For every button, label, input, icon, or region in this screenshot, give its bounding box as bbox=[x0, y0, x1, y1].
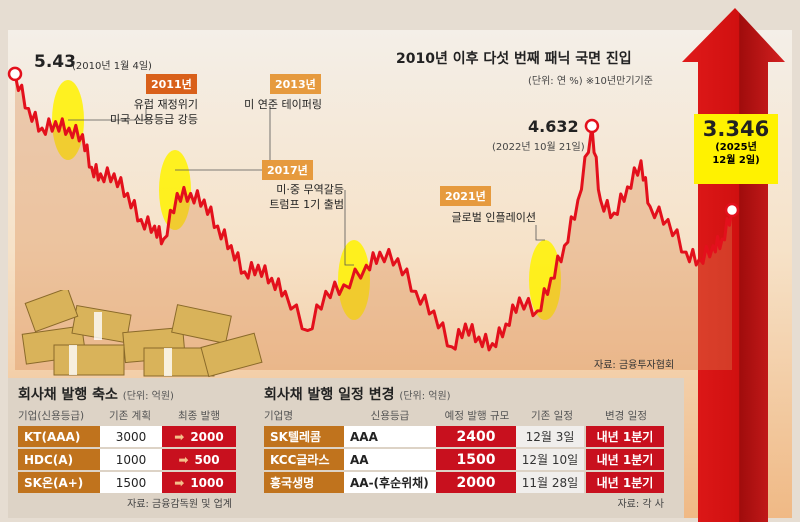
final-value: 1000 bbox=[190, 475, 224, 490]
company-cell: SK텔레콤 bbox=[264, 426, 344, 447]
table2-row: 흥국생명 AA-(후순위채) 2000 11월 28일 내년 1분기 bbox=[264, 472, 678, 493]
yield-line-chart bbox=[7, 66, 740, 371]
table2-unit: (단위: 억원) bbox=[399, 391, 451, 402]
table2-title: 회사채 발행 일정 변경 (단위: 억원) bbox=[264, 384, 678, 404]
arrow-right-icon: ➡ bbox=[174, 429, 185, 444]
chart-source: 자료: 금융투자협회 bbox=[594, 360, 675, 371]
company-cell: HDC(A) bbox=[18, 449, 100, 470]
event-2013-line1: 미 연준 테이퍼링 bbox=[244, 98, 322, 111]
original-date-cell: 12월 10일 bbox=[516, 449, 584, 470]
chart-title: 2010년 이후 다섯 번째 패닉 국면 진입 bbox=[396, 51, 632, 67]
latest-date-2: 12월 2일) bbox=[712, 155, 760, 166]
changed-date-cell: 내년 1분기 bbox=[586, 449, 664, 470]
table1-title-text: 회사채 발행 축소 bbox=[18, 387, 118, 403]
original-date-cell: 11월 28일 bbox=[516, 472, 584, 493]
changed-date-cell: 내년 1분기 bbox=[586, 472, 664, 493]
table1-source: 자료: 금융감독원 및 업계 bbox=[127, 499, 232, 510]
arrow-right-icon: ➡ bbox=[178, 452, 189, 467]
event-2013-note: 미 연준 테이퍼링 bbox=[226, 97, 322, 112]
leader-line bbox=[68, 108, 147, 121]
event-2021-tag: 2021년 bbox=[440, 186, 491, 206]
plan-cell: 1000 bbox=[100, 449, 162, 470]
company-cell: SK온(A+) bbox=[18, 472, 100, 493]
peak-date: (2022년 10월 21일) bbox=[492, 142, 585, 153]
highlight-marker bbox=[7, 66, 23, 82]
event-2021-line1: 글로벌 인플레이션 bbox=[451, 211, 536, 224]
table1-row: KT(AAA) 3000 ➡ 2000 bbox=[18, 426, 236, 447]
company-cell: KT(AAA) bbox=[18, 426, 100, 447]
latest-date-1: (2025년 bbox=[715, 142, 757, 153]
rating-cell: AA bbox=[344, 449, 436, 470]
highlight-marker bbox=[584, 118, 600, 134]
event-2011-line2: 미국 신용등급 강등 bbox=[110, 113, 198, 126]
event-2011-tag: 2011년 bbox=[146, 74, 197, 94]
changed-date-cell: 내년 1분기 bbox=[586, 426, 664, 447]
table1-row: HDC(A) 1000 ➡ 500 bbox=[18, 449, 236, 470]
size-cell: 2400 bbox=[436, 426, 516, 447]
yield-line bbox=[13, 73, 734, 352]
table2-row: KCC글라스 AA 1500 12월 10일 내년 1분기 bbox=[264, 449, 678, 470]
leader-line bbox=[535, 225, 545, 241]
table2-source: 자료: 각 사 bbox=[617, 499, 664, 510]
highlight-marker bbox=[724, 202, 740, 218]
table1-header-plan: 기존 계획 bbox=[109, 410, 151, 422]
size-cell: 2000 bbox=[436, 472, 516, 493]
table1-row: SK온(A+) 1500 ➡ 1000 bbox=[18, 472, 236, 493]
issuance-cut-table: 회사채 발행 축소 (단위: 억원) 기업(신용등급) 기존 계획 최종 발행 KT… bbox=[18, 384, 236, 510]
event-2013-tag: 2013년 bbox=[270, 74, 321, 94]
table2-title-text: 회사채 발행 일정 변경 bbox=[264, 387, 395, 403]
event-2017-line2: 트럼프 1기 출범 bbox=[269, 198, 344, 211]
event-highlight bbox=[338, 240, 370, 320]
area-fill bbox=[15, 73, 732, 371]
latest-value: 3.346 bbox=[702, 117, 770, 141]
table1-header-company: 기업(신용등급) bbox=[18, 410, 85, 422]
plan-cell: 3000 bbox=[100, 426, 162, 447]
event-2011-line1: 유럽 재정위기 bbox=[133, 98, 198, 111]
tables-panel bbox=[8, 378, 684, 518]
money-pile-image bbox=[21, 290, 263, 378]
final-value: 2000 bbox=[190, 429, 224, 444]
table2-row: SK텔레콤 AAA 2400 12월 3일 내년 1분기 bbox=[264, 426, 678, 447]
table1-title: 회사채 발행 축소 (단위: 억원) bbox=[18, 384, 236, 404]
table1-header-final: 최종 발행 bbox=[178, 410, 220, 422]
size-cell: 1500 bbox=[436, 449, 516, 470]
event-highlight bbox=[529, 240, 561, 320]
rating-cell: AA-(후순위채) bbox=[344, 472, 436, 493]
event-2017-line1: 미·중 무역갈등 bbox=[276, 183, 344, 196]
final-cell: ➡ 2000 bbox=[162, 426, 236, 447]
table2-header-rating: 신용등급 bbox=[370, 410, 410, 422]
company-cell: 흥국생명 bbox=[264, 472, 344, 493]
table1-unit: (단위: 억원) bbox=[122, 391, 174, 402]
table2-header-size: 예정 발행 규모 bbox=[444, 410, 510, 422]
final-value: 500 bbox=[194, 452, 220, 467]
plan-cell: 1500 bbox=[100, 472, 162, 493]
unit-note: (단위: 연 %) ※10년만기기준 bbox=[528, 76, 653, 87]
arrow-right-icon: ➡ bbox=[174, 475, 185, 490]
final-cell: ➡ 500 bbox=[162, 449, 236, 470]
original-date-cell: 12월 3일 bbox=[516, 426, 584, 447]
table2-header-original: 기존 일정 bbox=[531, 410, 573, 422]
table2-header-company: 기업명 bbox=[264, 410, 293, 422]
event-2017-tag: 2017년 bbox=[262, 160, 313, 180]
latest-value-callout: 3.346 (2025년 12월 2일) bbox=[694, 114, 778, 184]
company-cell: KCC글라스 bbox=[264, 449, 344, 470]
rating-cell: AAA bbox=[344, 426, 436, 447]
table2-header-changed: 변경 일정 bbox=[605, 410, 647, 422]
start-date: (2010년 1월 4일) bbox=[72, 61, 152, 72]
peak-value: 4.632 bbox=[528, 117, 579, 136]
leader-line bbox=[344, 190, 354, 266]
event-2021-note: 글로벌 인플레이션 bbox=[432, 210, 536, 225]
start-value: 5.43 bbox=[34, 52, 76, 72]
schedule-change-table: 회사채 발행 일정 변경 (단위: 억원) 기업명 신용등급 예정 발행 규모 기존 … bbox=[264, 384, 678, 510]
final-cell: ➡ 1000 bbox=[162, 472, 236, 493]
